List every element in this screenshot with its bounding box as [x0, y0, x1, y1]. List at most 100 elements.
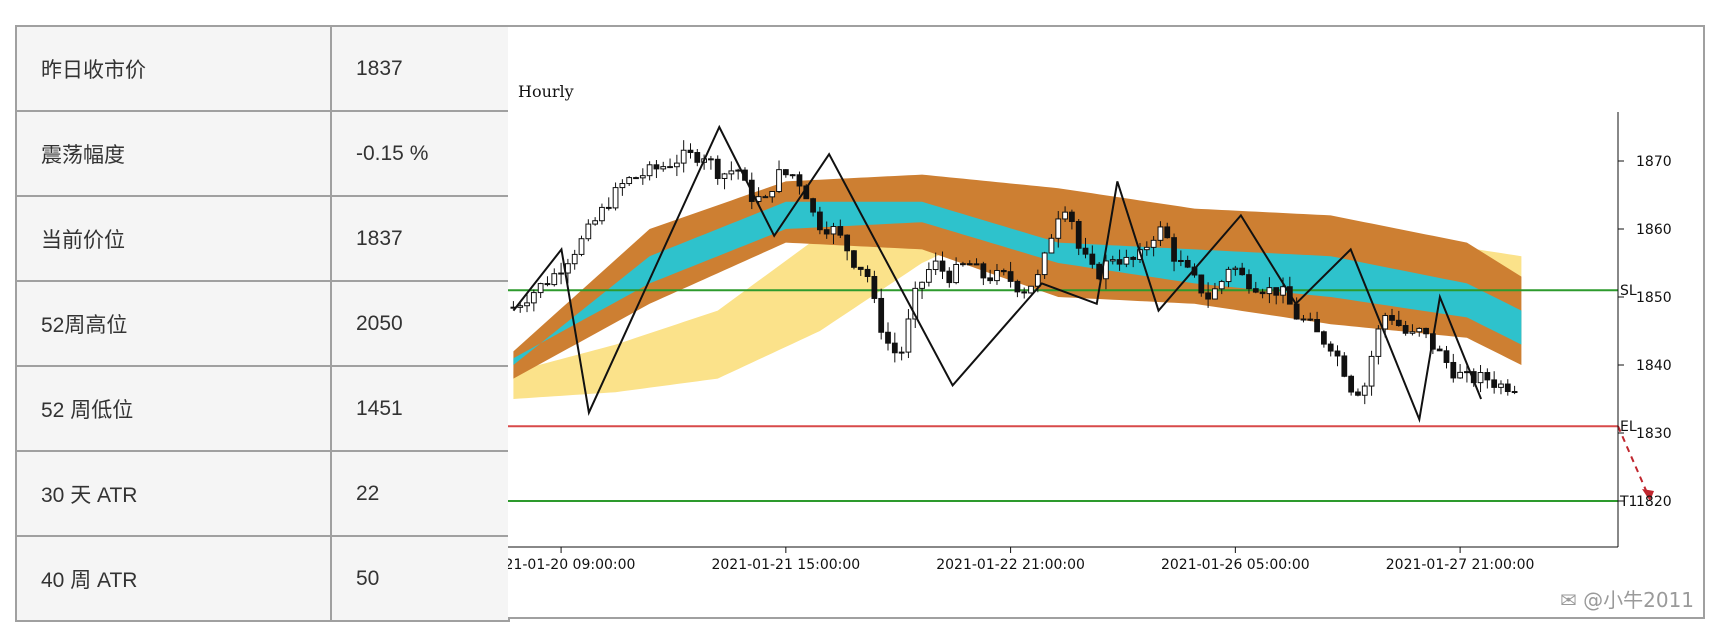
candles-layer	[510, 140, 1518, 405]
stats-row: 40 周 ATR 50	[15, 535, 510, 622]
candle-body	[782, 169, 789, 176]
candle-body	[980, 263, 987, 279]
candle-body	[1266, 287, 1273, 295]
candle-body	[1293, 303, 1300, 320]
candle-body	[1498, 383, 1504, 388]
candle-body	[1464, 371, 1470, 374]
candle-body	[565, 263, 571, 274]
x-tick-label: 2021-01-27 21:00:00	[1386, 557, 1535, 573]
candle-body	[735, 169, 742, 172]
candle-body	[728, 170, 735, 175]
candle-body	[1041, 252, 1048, 276]
candle-body	[633, 177, 639, 180]
y-tick-label: 1820	[1636, 494, 1672, 510]
candle-body	[571, 253, 578, 265]
stats-label: 52周高位	[15, 280, 332, 367]
stats-row: 震荡幅度 -0.15 %	[15, 110, 510, 197]
y-tick-label: 1830	[1636, 426, 1672, 442]
candle-body	[939, 260, 946, 272]
candle-body	[830, 226, 837, 235]
candle-body	[912, 287, 919, 320]
stats-value: 22	[330, 450, 510, 537]
stats-row: 30 天 ATR 22	[15, 450, 510, 537]
candle-body	[1334, 350, 1341, 357]
stats-row: 当前价位 1837	[15, 195, 510, 282]
candle-body	[1075, 220, 1082, 249]
x-tick-label: 2021-01-21 15:00:00	[711, 557, 860, 573]
candle-body	[1321, 331, 1327, 345]
candle-body	[1000, 270, 1007, 273]
candle-body	[578, 238, 585, 255]
candle-body	[708, 158, 714, 161]
candle-body	[1143, 246, 1150, 251]
candle-body	[1089, 253, 1096, 265]
candle-body	[973, 263, 980, 266]
candle-body	[823, 229, 830, 235]
candle-body	[966, 263, 973, 266]
candle-body	[1504, 383, 1511, 393]
level-label-el: EL	[1620, 419, 1637, 435]
candle-body	[953, 263, 959, 284]
candle-body	[946, 270, 953, 284]
candle-body	[1069, 211, 1075, 222]
candle-body	[673, 162, 680, 168]
stats-table: 昨日收市价 1837 震荡幅度 -0.15 % 当前价位 1837 52周高位 2050 52 …	[15, 25, 510, 622]
level-label-t1: T1	[1619, 494, 1637, 510]
candle-body	[1341, 355, 1348, 377]
candle-body	[551, 273, 558, 286]
candle-body	[1314, 319, 1320, 333]
candle-body	[626, 177, 633, 185]
candle-body	[517, 305, 524, 308]
candle-body	[605, 206, 612, 209]
candle-body	[1423, 327, 1429, 335]
stats-value: 1837	[330, 25, 510, 112]
zigzag-line	[512, 124, 1483, 424]
stats-row: 昨日收市价 1837	[15, 25, 510, 112]
candle-body	[1402, 325, 1409, 334]
candle-body	[1389, 315, 1395, 321]
stats-value: 1451	[330, 365, 510, 452]
candle-body	[1252, 288, 1259, 293]
candle-body	[599, 206, 605, 222]
stats-row: 52 周低位 1451	[15, 365, 510, 452]
hourly-chart: Hourly SL EL T1 1820 1830 1840 1850 1860 1870 20…	[508, 82, 1672, 573]
x-tick-label: 2021-01-26 05:00:00	[1161, 557, 1310, 573]
candle-body	[1457, 371, 1463, 379]
projection-arrow-line	[1617, 425, 1649, 496]
candle-body	[558, 272, 564, 275]
candle-body	[585, 223, 592, 240]
candle-body	[1123, 256, 1130, 265]
candle-body	[925, 269, 932, 283]
candle-body	[1348, 375, 1355, 393]
candle-body	[1484, 372, 1491, 381]
candle-body	[1375, 328, 1382, 357]
candle-body	[769, 191, 776, 198]
candle-body	[1109, 259, 1116, 262]
x-tick-label: 2021-01-20 09:00:00	[508, 557, 635, 573]
stats-label: 30 天 ATR	[15, 450, 332, 537]
candle-body	[1062, 211, 1068, 220]
candle-body	[1082, 247, 1089, 255]
bands-layer	[513, 174, 1522, 399]
candle-body	[524, 302, 530, 307]
candle-body	[1055, 218, 1062, 239]
chart-title: Hourly	[518, 82, 574, 101]
candle-body	[864, 268, 871, 277]
chart-panel: Hourly SL EL T1 1820 1830 1840 1850 1860 1870 20…	[508, 27, 1703, 617]
candle-body	[1184, 259, 1191, 268]
candle-body	[721, 173, 728, 179]
candle-body	[878, 297, 885, 333]
y-tick-label: 1860	[1636, 222, 1672, 238]
candle-body	[885, 331, 891, 344]
candle-body	[653, 164, 660, 170]
candle-body	[530, 292, 537, 304]
candle-body	[1239, 267, 1246, 276]
candle-body	[810, 198, 816, 213]
candle-body	[1150, 239, 1157, 248]
candle-body	[1232, 267, 1239, 270]
candle-body	[844, 234, 851, 252]
stats-label: 昨日收市价	[15, 25, 332, 112]
candle-body	[639, 175, 646, 179]
candle-body	[1259, 291, 1266, 295]
candle-body	[1368, 355, 1375, 387]
